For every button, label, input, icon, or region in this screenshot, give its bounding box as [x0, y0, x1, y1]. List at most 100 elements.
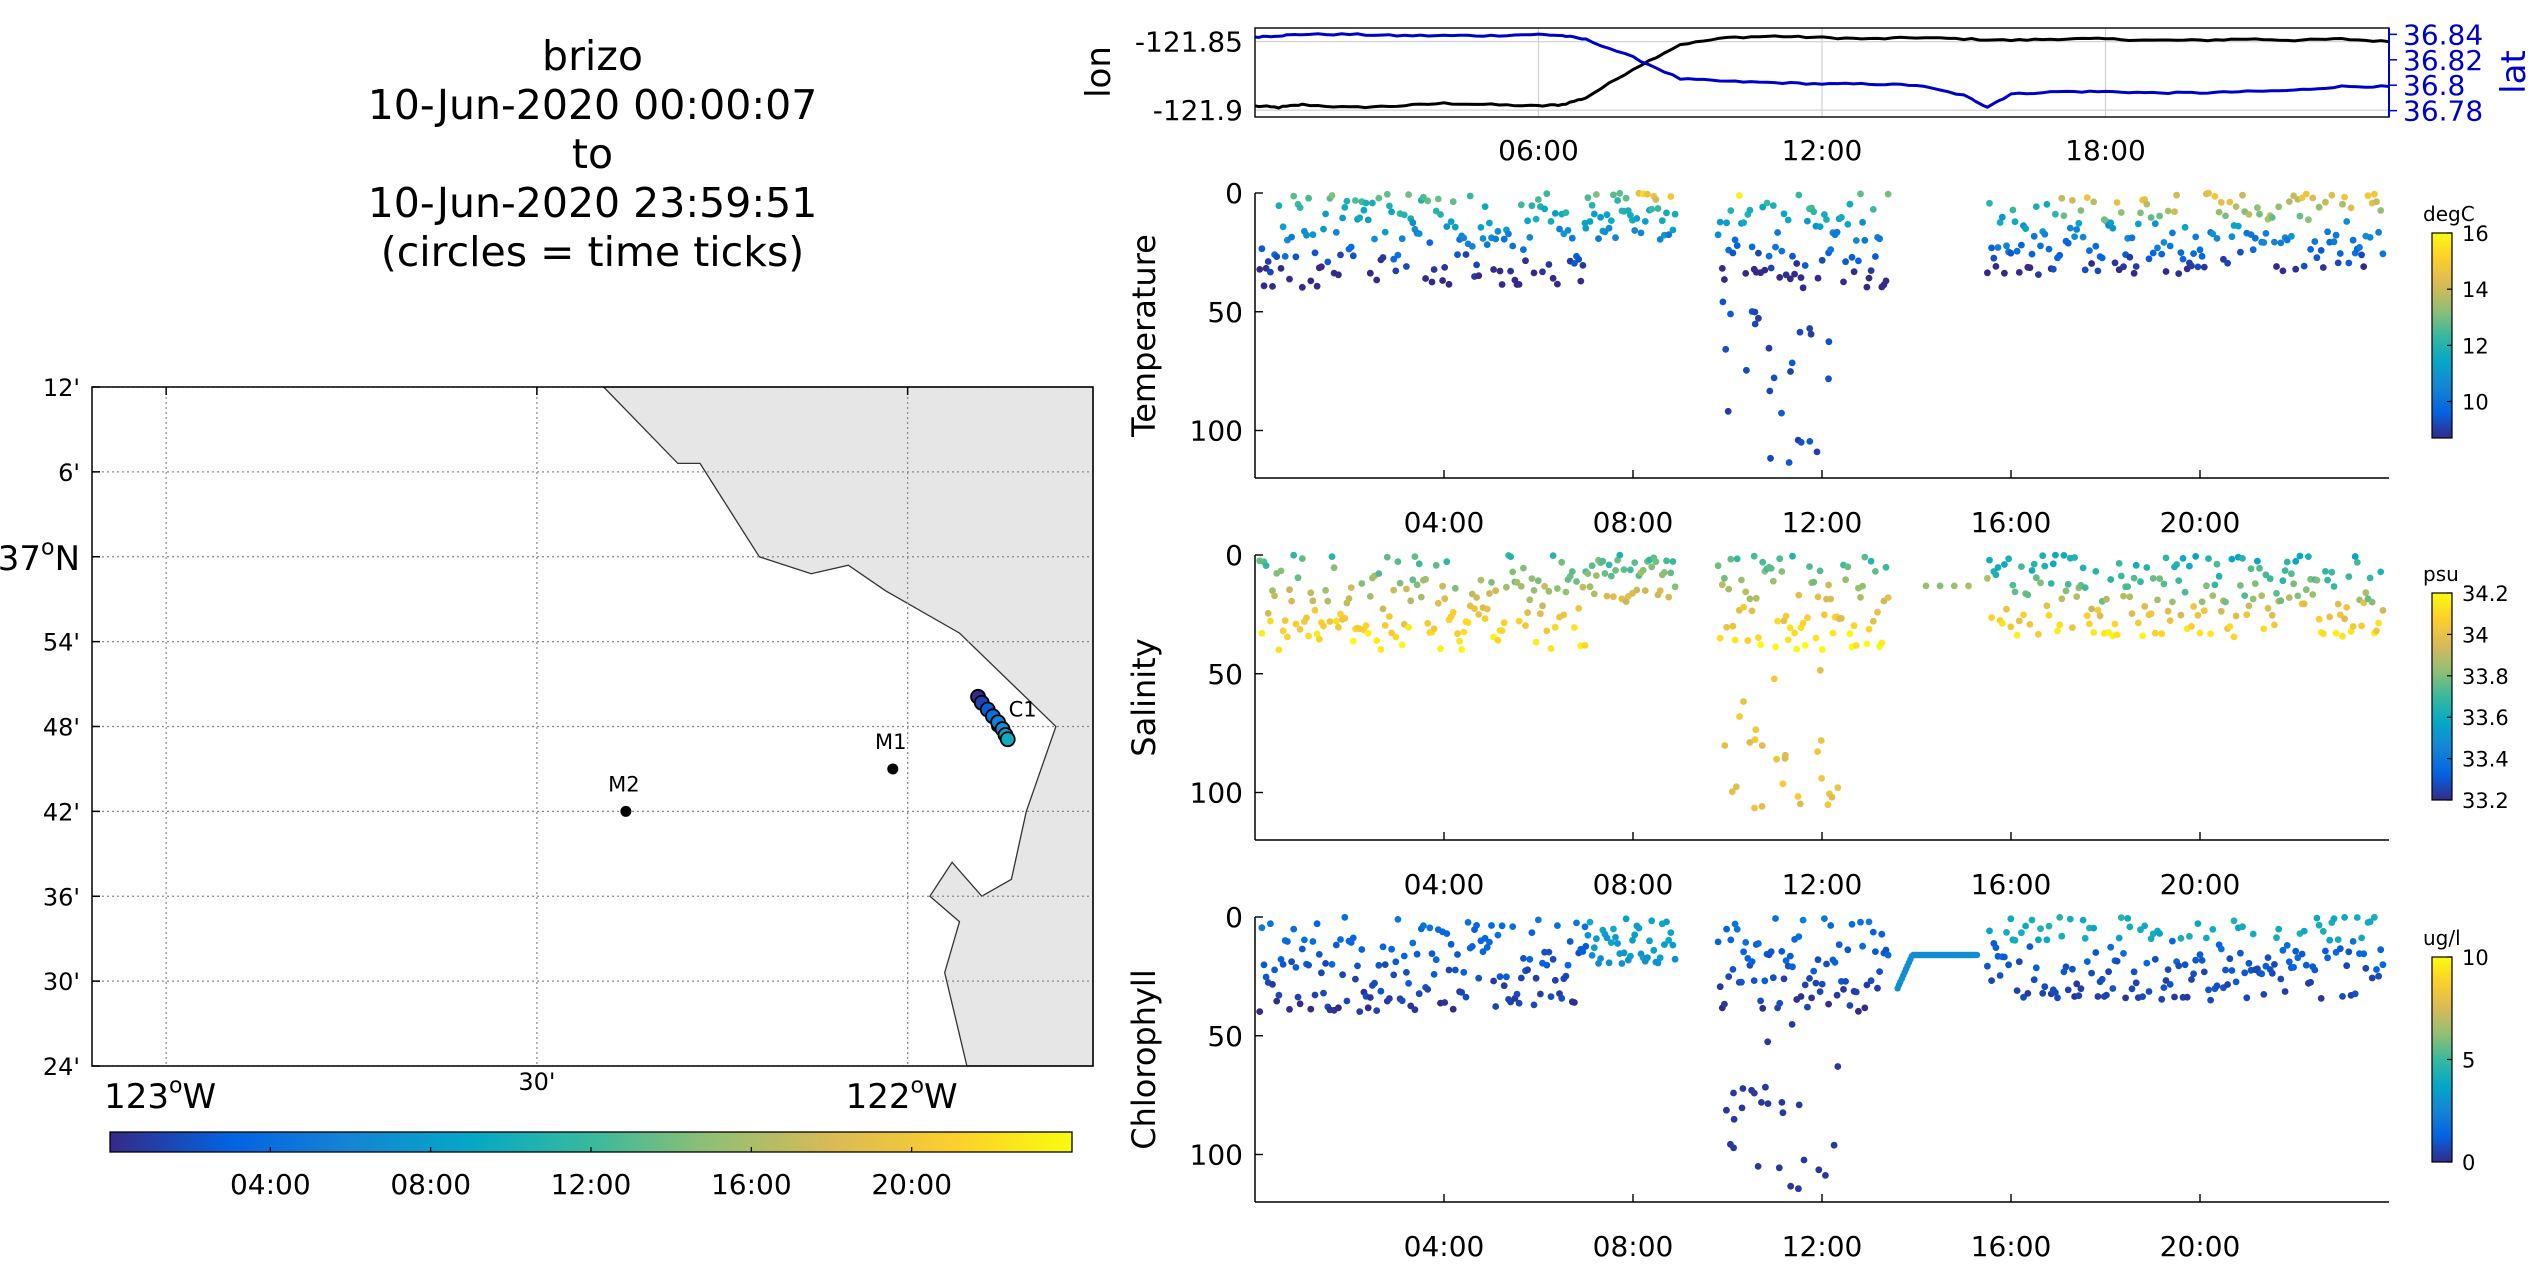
- temp-data-point: [2035, 271, 2042, 278]
- temp-data-point: [1549, 274, 1557, 282]
- chl-data-point: [2249, 930, 2257, 938]
- temp-data-point: [1468, 243, 1476, 250]
- chl-data-point: [1667, 929, 1675, 936]
- sal-data-point: [2141, 602, 2149, 610]
- temp-xtick-label-1: 08:00: [1593, 506, 1674, 539]
- sal-data-point: [1313, 630, 1321, 638]
- sal-data-point: [1774, 617, 1781, 625]
- temp-data-point: [1356, 214, 1364, 222]
- temp-data-point: [2169, 229, 2176, 237]
- sal-data-point: [2094, 606, 2102, 614]
- sal-data-point: [1551, 623, 1559, 631]
- temp-data-point: [1364, 216, 1372, 224]
- temp-data-point: [1328, 192, 1336, 199]
- sal-data-point: [1782, 612, 1790, 620]
- chl-data-point: [1767, 948, 1775, 956]
- temp-data-point: [1714, 231, 1722, 239]
- sal-data-point: [1434, 599, 1442, 607]
- sal-data-point: [1882, 563, 1890, 571]
- figure-title: brizo 10-Jun-2020 00:00:07 to 10-Jun-202…: [0, 32, 1185, 277]
- chl-data-point: [1286, 1006, 1293, 1013]
- temp-data-point: [2032, 203, 2040, 211]
- temp-data-point: [1755, 314, 1762, 322]
- chl-data-point: [1730, 1089, 1737, 1097]
- temp-data-point: [1494, 227, 1502, 235]
- sal-xtick-label-2: 12:00: [1782, 868, 1863, 901]
- chl-data-point: [2028, 916, 2036, 924]
- temp-data-point: [1818, 256, 1826, 264]
- sal-data-point: [1878, 639, 1886, 647]
- temp-data-point: [2011, 218, 2019, 226]
- chl-data-point: [1644, 954, 1651, 962]
- sal-data-point: [1581, 642, 1589, 649]
- sal-data-point: [2296, 552, 2304, 560]
- sal-data-point: [1988, 614, 1995, 621]
- temp-data-point: [1584, 194, 1592, 202]
- temp-data-point: [1324, 258, 1332, 266]
- sal-data-point: [1362, 622, 1370, 630]
- temp-data-point: [1526, 234, 1534, 241]
- temp-data-point: [1852, 237, 1860, 244]
- chl-data-point: [1740, 948, 1747, 956]
- chl-data-point: [1349, 934, 1357, 942]
- sal-data-point: [1601, 570, 1609, 577]
- temp-data-point: [1644, 190, 1651, 198]
- sal-data-point: [1417, 593, 1425, 601]
- sal-data-point: [1984, 574, 1991, 582]
- temp-data-point: [1731, 236, 1739, 244]
- temp-data-point: [1309, 231, 1317, 239]
- temp-data-point: [2328, 191, 2336, 199]
- chl-data-point: [1586, 918, 1594, 926]
- temp-data-point: [2028, 250, 2036, 258]
- chl-data-point: [2132, 979, 2140, 987]
- temp-data-point: [1343, 197, 1351, 205]
- chl-data-point: [1855, 1007, 1862, 1015]
- temp-data-point: [1269, 283, 1276, 290]
- temp-colorbar-label-2: 12: [2462, 334, 2489, 358]
- sal-data-point: [2211, 581, 2219, 589]
- chl-data-point: [1631, 931, 1639, 939]
- chl-data-point: [1844, 946, 1852, 954]
- sal-data-point: [2266, 575, 2274, 583]
- chl-data-point: [2139, 993, 2147, 1000]
- sal-data-point: [1769, 577, 1777, 585]
- sal-data-point: [1669, 558, 1677, 565]
- time-colorbar-label-0: 04:00: [230, 1168, 311, 1201]
- chl-data-point: [2083, 958, 2091, 965]
- chl-data-point: [2007, 915, 2015, 923]
- chl-data-point: [2158, 995, 2166, 1003]
- chl-data-point: [1490, 977, 1497, 985]
- sal-data-point: [1731, 636, 1739, 644]
- chl-data-point: [1339, 971, 1346, 979]
- temp-data-point: [1430, 266, 1438, 273]
- temp-data-point: [2015, 269, 2023, 276]
- temp-xtick-label-0: 04:00: [1404, 506, 1485, 539]
- chl-data-point: [2151, 955, 2159, 963]
- sal-data-point: [1358, 580, 1366, 587]
- sal-data-point: [1332, 617, 1340, 625]
- temp-data-point: [2200, 263, 2208, 271]
- sal-data-point: [1759, 558, 1767, 566]
- lon-ytick-label-1: -121.9: [1153, 94, 1243, 127]
- temp-data-point: [1466, 192, 1474, 200]
- temp-data-point: [1579, 262, 1587, 269]
- time-colorbar-label-1: 08:00: [390, 1168, 471, 1201]
- sal-data-point: [1861, 553, 1869, 561]
- temp-data-point: [1337, 251, 1344, 259]
- chl-data-point: [1532, 974, 1540, 982]
- sal-data-point: [1296, 626, 1304, 633]
- sal-units-label: psu: [2423, 562, 2459, 586]
- chl-data-point: [2226, 955, 2234, 963]
- temp-data-point: [2375, 228, 2383, 236]
- chl-data-point: [2243, 994, 2251, 1002]
- chl-data-point: [1610, 925, 1617, 933]
- temp-data-point: [1256, 266, 1264, 273]
- sal-data-point: [1824, 801, 1832, 809]
- sal-data-point: [1298, 555, 1306, 562]
- chl-data-point: [1573, 919, 1580, 927]
- sal-data-point: [1590, 590, 1598, 598]
- chl-data-point: [1834, 1063, 1842, 1070]
- chl-data-point: [1727, 1140, 1734, 1148]
- sal-data-point: [1818, 775, 1825, 782]
